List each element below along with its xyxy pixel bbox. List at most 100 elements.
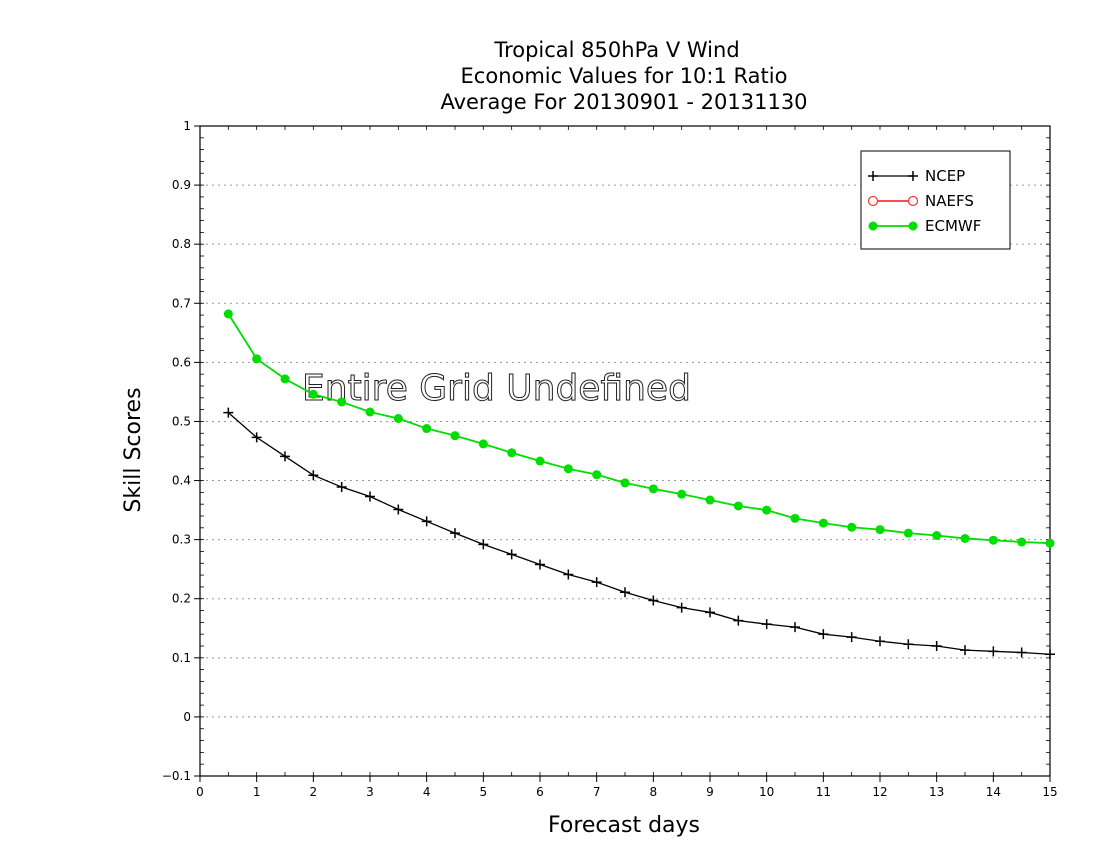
ncep-point	[280, 451, 290, 462]
ecmwf-point	[960, 533, 970, 543]
ncep-point	[506, 549, 517, 560]
ecmwf-point	[308, 389, 318, 399]
x-tick-label: 13	[929, 785, 944, 799]
ecmwf-point	[1045, 538, 1055, 548]
ncep-point	[1016, 647, 1027, 658]
ecmwf-point	[733, 501, 743, 511]
x-axis-label: Forecast days	[548, 813, 700, 838]
x-tick-label: 12	[872, 785, 887, 799]
legend-box	[860, 150, 1011, 250]
series-ecmwf	[223, 309, 1055, 548]
x-tick-label: 3	[366, 785, 374, 799]
chart-title-line-3: Average For 20130901 - 20131130	[440, 90, 807, 114]
legend-marker-naefs	[867, 195, 879, 207]
y-tick-label: 0.2	[172, 592, 191, 606]
x-tick-label: 4	[423, 785, 431, 799]
ncep-point	[223, 407, 234, 418]
gridlines	[200, 184, 1050, 718]
ecmwf-point	[535, 456, 545, 466]
ecmwf-point	[507, 448, 517, 458]
y-tick-label: 0.1	[172, 651, 191, 665]
legend-label-naefs: NAEFS	[925, 192, 974, 210]
x-tick-label: 2	[310, 785, 318, 799]
ncep-point	[421, 516, 432, 527]
ncep-point	[620, 587, 630, 598]
ecmwf-point	[790, 513, 800, 523]
ecmwf-point	[223, 309, 233, 319]
x-tick-label: 8	[650, 785, 658, 799]
ecmwf-point	[592, 470, 602, 480]
x-tick-label: 14	[986, 785, 1001, 799]
ecmwf-point	[762, 505, 772, 515]
ecmwf-point	[818, 518, 828, 528]
ecmwf-point	[563, 464, 573, 474]
ecmwf-point	[847, 522, 857, 532]
ncep-point	[818, 629, 829, 640]
ncep-line	[227, 412, 1051, 655]
y-tick-label: 0	[183, 710, 191, 724]
ncep-point	[903, 639, 914, 650]
ncep-point	[790, 622, 800, 633]
ecmwf-point	[1017, 537, 1027, 547]
ecmwf-point	[620, 478, 630, 488]
ecmwf-point	[705, 495, 715, 505]
x-tick-label: 6	[536, 785, 544, 799]
ecmwf-point	[365, 407, 375, 417]
ecmwf-point	[337, 397, 347, 407]
ncep-point	[648, 595, 659, 606]
ecmwf-point	[988, 535, 998, 545]
ncep-point	[988, 646, 999, 657]
chart-title: Tropical 850hPa V Wind Economic Values f…	[440, 38, 807, 114]
y-tick-label: 0.9	[172, 178, 191, 192]
x-tick-label: 11	[816, 785, 831, 799]
legend-marker-naefs	[907, 195, 919, 207]
x-tick-label: 0	[196, 785, 204, 799]
x-tick-label: 15	[1042, 785, 1057, 799]
ecmwf-point	[422, 424, 432, 434]
ecmwf-point	[450, 431, 460, 441]
x-tick-label: 1	[253, 785, 261, 799]
ecmwf-point	[393, 414, 403, 423]
series-ncep	[223, 407, 1055, 660]
ecmwf-line	[227, 313, 1051, 545]
x-tick-label: 5	[480, 785, 488, 799]
ncep-point	[393, 504, 404, 515]
ncep-point	[875, 636, 885, 647]
y-tick-label: 0.5	[172, 414, 191, 428]
y-tick-label: −0.1	[162, 769, 191, 783]
ecmwf-point	[677, 489, 687, 499]
y-axis-label: Skill Scores	[121, 387, 146, 512]
ecmwf-point	[932, 531, 942, 540]
legend-item-naefs: NAEFS	[867, 192, 974, 210]
legend-marker-ncep	[908, 171, 918, 181]
ncep-point	[535, 559, 545, 570]
ncep-point	[960, 645, 970, 656]
legend-marker-ncep	[868, 171, 878, 181]
ncep-point	[251, 432, 262, 443]
ncep-point	[846, 632, 857, 643]
y-tick-label: 0.8	[172, 237, 191, 251]
series-layer	[223, 309, 1055, 660]
y-tick-label: 0.4	[172, 474, 191, 488]
ncep-point	[308, 470, 319, 481]
ecmwf-point	[280, 374, 290, 384]
ncep-point	[761, 619, 772, 630]
ncep-point	[931, 641, 942, 651]
legend-label-ecmwf: ECMWF	[925, 217, 981, 235]
ncep-point	[676, 602, 687, 613]
legend-item-ncep: NCEP	[868, 167, 965, 185]
ncep-point	[733, 615, 744, 626]
ncep-point	[563, 569, 574, 580]
ncep-point	[365, 491, 375, 502]
x-tick-label: 9	[706, 785, 714, 799]
ncep-point	[450, 528, 460, 539]
chart-title-line-1: Tropical 850hPa V Wind	[493, 38, 739, 62]
x-tick-label: 7	[593, 785, 601, 799]
x-tick-label: 10	[759, 785, 774, 799]
ecmwf-point	[875, 525, 885, 535]
y-tick-label: 0.3	[172, 533, 191, 547]
ecmwf-point	[648, 484, 658, 494]
legend-marker-ecmwf	[908, 221, 918, 231]
ecmwf-point	[252, 354, 262, 364]
